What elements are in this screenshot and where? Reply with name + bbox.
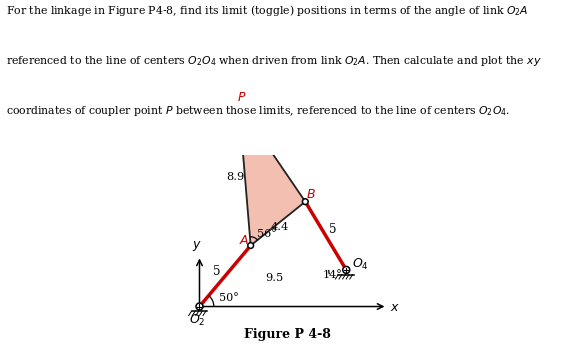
Text: $O_4$: $O_4$ (352, 257, 368, 272)
Text: 14°: 14° (323, 269, 342, 279)
Text: $A$: $A$ (239, 234, 249, 247)
Text: coordinates of coupler point $P$ between those limits, referenced to the line of: coordinates of coupler point $P$ between… (6, 104, 510, 118)
Text: 56°: 56° (258, 229, 277, 239)
Circle shape (343, 266, 350, 274)
Circle shape (302, 199, 308, 205)
Text: 8.9: 8.9 (226, 172, 245, 182)
Text: For the linkage in Figure P4-8, find its limit (toggle) positions in terms of th: For the linkage in Figure P4-8, find its… (6, 3, 528, 18)
Text: 9.5: 9.5 (265, 273, 284, 283)
Circle shape (196, 303, 203, 310)
Text: $O_2$: $O_2$ (189, 313, 205, 328)
Text: 4.4: 4.4 (271, 221, 289, 231)
Circle shape (248, 243, 254, 248)
Text: referenced to the line of centers $O_2O_4$ when driven from link $O_2A$. Then ca: referenced to the line of centers $O_2O_… (6, 53, 541, 68)
Text: 5: 5 (213, 265, 220, 278)
Text: 5: 5 (329, 224, 336, 236)
Circle shape (236, 101, 242, 107)
Text: $P$: $P$ (237, 91, 246, 104)
Polygon shape (239, 104, 305, 246)
Text: 50°: 50° (220, 294, 239, 303)
Text: $x$: $x$ (390, 301, 400, 314)
Text: $y$: $y$ (192, 239, 201, 253)
Text: Figure P 4-8: Figure P 4-8 (243, 328, 331, 341)
Text: $B$: $B$ (306, 188, 316, 201)
